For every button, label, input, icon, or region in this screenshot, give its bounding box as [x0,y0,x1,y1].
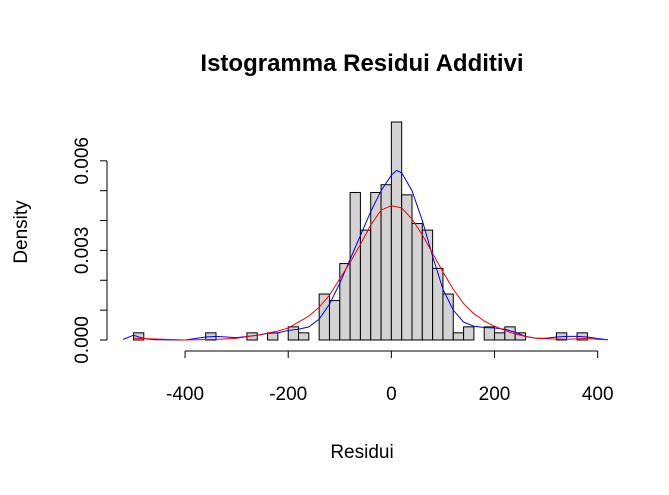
histogram-bar [339,263,351,341]
histogram-bars [132,121,588,341]
histogram-bar [390,121,403,341]
histogram-bar [328,300,341,341]
x-axis-ticks: -400 -200 0 200 400 [166,351,614,405]
x-tick-label: 400 [582,384,614,405]
x-axis-label: Residui [330,442,393,463]
histogram-bar [401,194,413,341]
histogram-bar [421,229,434,341]
x-tick-label: -200 [269,384,307,405]
histogram-bar [298,332,310,341]
y-tick-label: 0.000 [72,316,93,364]
histogram-bar [267,332,279,341]
histogram-bar [442,293,454,341]
histogram-bar [432,267,444,341]
x-tick-label: -400 [166,384,204,405]
x-tick-label: 0 [386,384,397,405]
histogram-bar [370,191,382,341]
y-axis-ticks: 0.000 0.003 0.006 [72,137,107,364]
histogram-bar [411,223,423,341]
y-tick-label: 0.003 [72,227,93,275]
histogram-bar [287,326,300,341]
histogram-bar [494,332,506,341]
chart-title: Istogramma Residui Additivi [200,50,523,77]
y-tick-label: 0.006 [72,137,93,185]
histogram-bar [452,332,465,341]
histogram-bar [483,326,496,341]
density-curve [133,205,609,341]
x-tick-label: 200 [479,384,511,405]
histogram-bar [463,326,475,341]
y-axis-label: Density [11,200,32,264]
density-curves [122,169,609,341]
histogram-bar [359,229,372,341]
histogram-bar [349,191,361,341]
